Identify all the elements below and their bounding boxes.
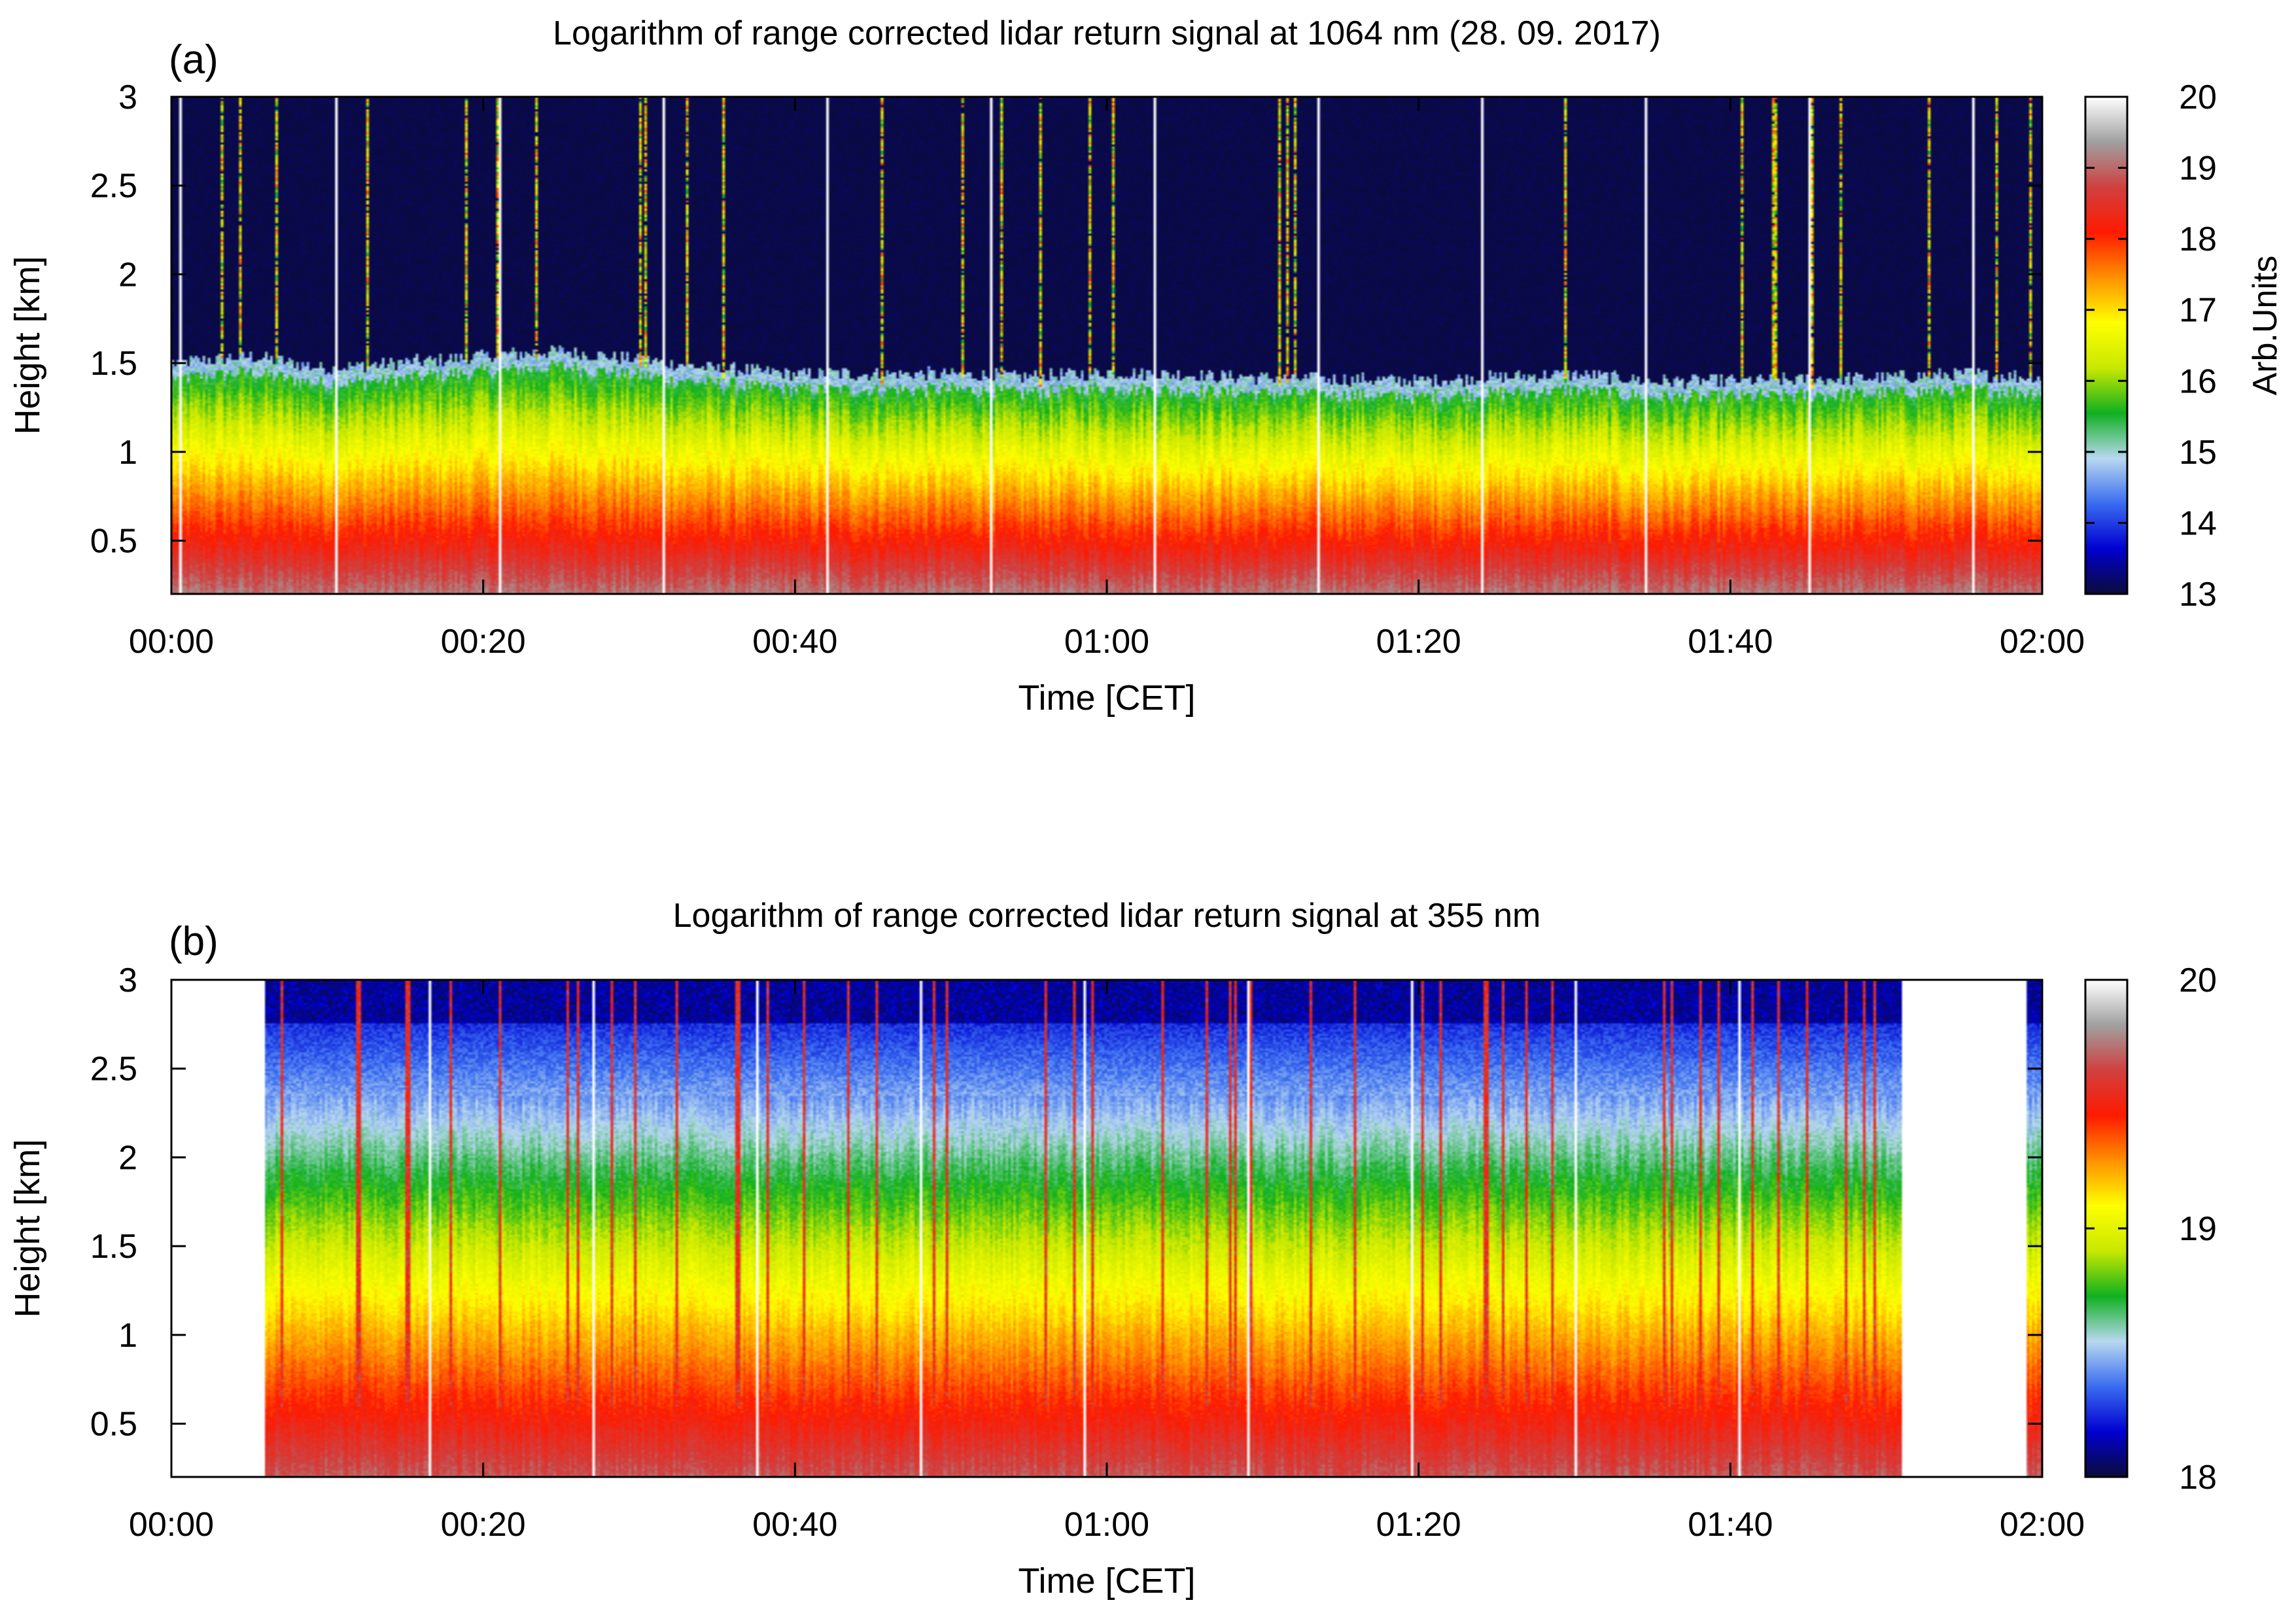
colorbar-tick-label: 19 — [2179, 150, 2217, 188]
y-tick-label: 3 — [118, 962, 137, 999]
x-tick-label: 00:20 — [441, 1506, 526, 1544]
x-tick-label: 00:00 — [129, 1506, 214, 1544]
y-tick-label: 2 — [118, 1139, 137, 1177]
y-tick-label: 2.5 — [90, 1050, 137, 1088]
heatmap-raster — [171, 97, 2042, 594]
x-tick-label: 00:00 — [129, 623, 214, 661]
colorbar — [2084, 95, 2129, 595]
x-tick-label: 02:00 — [2000, 623, 2085, 661]
y-tick-label: 1 — [118, 434, 137, 472]
panel-label: (a) — [169, 37, 218, 82]
colorbar-label: Arb.Units — [2246, 256, 2284, 396]
y-tick-label: 1.5 — [90, 345, 137, 383]
x-tick-label: 00:40 — [752, 1506, 837, 1544]
y-tick-label: 0.5 — [90, 523, 137, 561]
chart-title: Logarithm of range corrected lidar retur… — [673, 897, 1541, 935]
x-tick-label: 01:20 — [1376, 1506, 1461, 1544]
x-axis-label: Time [CET] — [1018, 678, 1195, 718]
colorbar-tick-label: 20 — [2179, 962, 2217, 999]
colorbar-tick-label: 14 — [2179, 504, 2217, 542]
y-axis-label: Height [km] — [8, 256, 47, 434]
colorbar-tick-label: 16 — [2179, 362, 2217, 400]
panel-b: 00:00 00:20 00:40 01:00 01:20 01:40 02:00 0.5 1 1… — [8, 897, 2217, 1601]
y-tick-label: 0.5 — [90, 1406, 137, 1444]
y-tick-label: 3 — [118, 78, 137, 116]
panel-label: (b) — [169, 919, 218, 964]
colorbar-tick-label: 17 — [2179, 292, 2217, 330]
panel-a: 00:00 00:20 00:40 01:00 01:20 01:40 02:00 0.5 1 1… — [8, 14, 2284, 718]
y-tick-label: 1 — [118, 1317, 137, 1355]
x-tick-label: 01:20 — [1376, 623, 1461, 661]
colorbar-tick-label: 15 — [2179, 434, 2217, 472]
x-tick-label: 01:40 — [1688, 1506, 1773, 1544]
colorbar-tick-label: 18 — [2179, 220, 2217, 258]
x-tick-label: 02:00 — [2000, 1506, 2085, 1544]
y-tick-label: 1.5 — [90, 1228, 137, 1266]
y-tick-label: 2 — [118, 256, 137, 294]
colorbar-tick-label: 13 — [2179, 576, 2217, 614]
x-tick-label: 00:40 — [752, 623, 837, 661]
chart-title: Logarithm of range corrected lidar retur… — [553, 14, 1661, 52]
heatmap-raster — [171, 980, 2042, 1477]
y-tick-label: 2.5 — [90, 167, 137, 205]
x-axis-label: Time [CET] — [1018, 1561, 1195, 1601]
colorbar-tick-label: 18 — [2179, 1459, 2217, 1497]
colorbar-tick-label: 20 — [2179, 78, 2217, 116]
x-tick-label: 01:40 — [1688, 623, 1773, 661]
y-axis-label: Height [km] — [8, 1139, 47, 1317]
x-tick-label: 00:20 — [441, 623, 526, 661]
x-tick-label: 01:00 — [1064, 623, 1149, 661]
colorbar-tick-label: 19 — [2179, 1210, 2217, 1248]
x-tick-label: 01:00 — [1064, 1506, 1149, 1544]
